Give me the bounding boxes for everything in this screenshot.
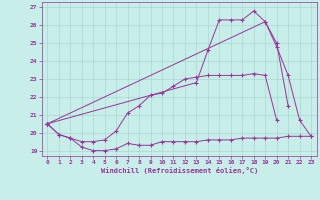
X-axis label: Windchill (Refroidissement éolien,°C): Windchill (Refroidissement éolien,°C) (100, 167, 258, 174)
